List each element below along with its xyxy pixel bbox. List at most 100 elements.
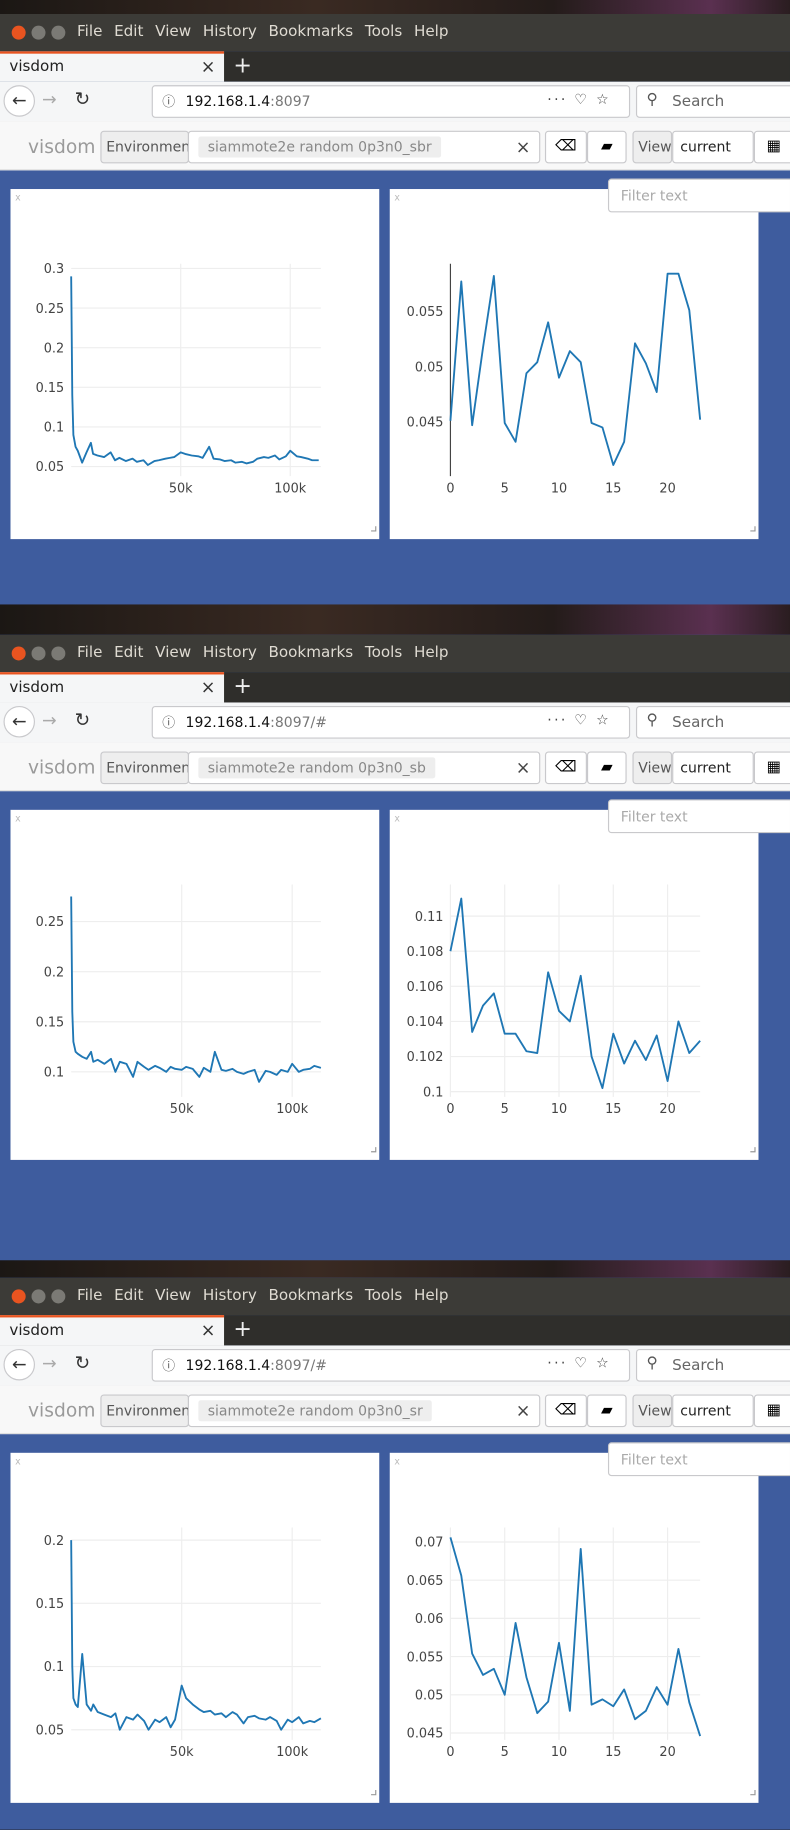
plot: x 0.1 0.15 0.2 0.25 50k 100k (15, 814, 377, 1153)
reload-button[interactable]: ↻ (74, 708, 91, 731)
y-tick-label: 0.2 (44, 1534, 64, 1549)
open-button[interactable]: ▰ (586, 751, 627, 785)
menu-item[interactable]: Tools (364, 1287, 403, 1305)
menu-item[interactable]: Edit (114, 644, 144, 662)
filter-box[interactable]: Filter text (607, 1442, 790, 1477)
view-label: View (632, 751, 673, 785)
url-bar[interactable]: ⓘ 192.168.1.4:8097/# ··· ♡ ☆ (151, 705, 631, 739)
y-tick-label: 0.104 (407, 1015, 444, 1030)
window-button[interactable] (51, 646, 66, 661)
env-value: siammote2e random 0p3n0_sbr (198, 136, 441, 158)
forward-button[interactable]: → (42, 1352, 57, 1374)
search-icon: ⚲ (646, 91, 658, 109)
back-button[interactable]: ← (3, 1348, 36, 1381)
x-tick-label: 15 (605, 481, 621, 496)
brand: visdom (28, 1399, 96, 1422)
clear-button[interactable]: ⌫ (544, 1394, 587, 1428)
back-button[interactable]: ← (3, 85, 36, 117)
search-box[interactable]: ⚲ Search (635, 1348, 790, 1382)
tab[interactable]: visdom × (0, 672, 225, 703)
menu-bar: File Edit View History Bookmarks Tools Help (77, 644, 449, 662)
chart-pane: x 0.1 0.15 0.2 0.25 50k 100k (10, 809, 380, 1160)
url-rest: :8097 (270, 93, 311, 110)
menu-item[interactable]: Help (413, 23, 449, 41)
window-button[interactable] (51, 1289, 66, 1304)
x-tick-label: 20 (659, 481, 675, 496)
tab[interactable]: visdom × (0, 1315, 225, 1346)
open-button[interactable]: ▰ (586, 130, 627, 164)
menu-item[interactable]: View (155, 644, 192, 662)
new-tab[interactable]: + (233, 673, 252, 699)
y-tick-label: 0.065 (407, 1574, 444, 1589)
view-label: View (632, 1394, 673, 1428)
reload-button[interactable]: ↻ (74, 87, 91, 110)
env-clear[interactable]: × (515, 136, 531, 158)
url-bar[interactable]: ⓘ 192.168.1.4:8097 ··· ♡ ☆ (151, 85, 631, 118)
menu-item[interactable]: View (155, 1287, 192, 1305)
menu-item[interactable]: History (202, 23, 257, 41)
tab-close[interactable]: × (200, 676, 216, 698)
window-button[interactable] (11, 1289, 26, 1304)
filter-box[interactable]: Filter text (607, 799, 790, 834)
menu-item[interactable]: File (77, 1287, 103, 1305)
new-tab[interactable]: + (233, 1316, 252, 1342)
clear-button[interactable]: ⌫ (544, 130, 587, 164)
layout-button[interactable]: ▦ (753, 1394, 790, 1428)
reload-button[interactable]: ↻ (74, 1351, 91, 1374)
view-select[interactable]: current (672, 751, 754, 785)
forward-button[interactable]: → (42, 88, 57, 110)
y-tick-label: 0.11 (415, 910, 444, 925)
menu-item[interactable]: File (77, 23, 103, 41)
filter-box[interactable]: Filter text (607, 178, 790, 213)
env-label: Environment (100, 751, 196, 785)
clear-button[interactable]: ⌫ (544, 751, 587, 785)
env-select[interactable]: siammote2e random 0p3n0_sb × (187, 751, 541, 785)
env-select[interactable]: siammote2e random 0p3n0_sr × (187, 1394, 541, 1428)
view-select[interactable]: current (672, 130, 754, 164)
data-line (70, 896, 322, 1083)
menu-item[interactable]: Edit (114, 23, 144, 41)
menu-item[interactable]: Help (413, 1287, 449, 1305)
open-button[interactable]: ▰ (586, 1394, 627, 1428)
back-button[interactable]: ← (3, 705, 36, 738)
menu-item[interactable]: Bookmarks (268, 644, 354, 662)
y-tick-label: 0.25 (36, 915, 65, 930)
y-tick-label: 0.07 (415, 1536, 444, 1551)
env-clear[interactable]: × (515, 1400, 531, 1422)
menu-item[interactable]: Help (413, 644, 449, 662)
search-placeholder: Search (672, 1357, 725, 1375)
resize-handle (371, 1147, 377, 1153)
menu-item[interactable]: Bookmarks (268, 23, 354, 41)
menu-item[interactable]: View (155, 23, 192, 41)
window-button[interactable] (11, 25, 26, 40)
menu-item[interactable]: History (202, 1287, 257, 1305)
window-button[interactable] (31, 646, 46, 661)
menu-item[interactable]: History (202, 644, 257, 662)
search-box[interactable]: ⚲ Search (635, 85, 790, 118)
tab-close[interactable]: × (200, 56, 216, 78)
search-box[interactable]: ⚲ Search (635, 705, 790, 739)
window-button[interactable] (51, 25, 66, 40)
menu-item[interactable]: Tools (364, 23, 403, 41)
menu-item[interactable]: Edit (114, 1287, 144, 1305)
layout-button[interactable]: ▦ (753, 751, 790, 785)
tab-close[interactable]: × (200, 1319, 216, 1341)
forward-button[interactable]: → (42, 709, 57, 731)
window-button[interactable] (31, 25, 46, 40)
view-select[interactable]: current (672, 1394, 754, 1428)
chart-pane: x 0.05 0.1 0.15 0.2 50k 100k (10, 1452, 380, 1803)
browser-window: File Edit View History Bookmarks Tools Help vis… (0, 14, 790, 605)
window-button[interactable] (11, 646, 26, 661)
new-tab[interactable]: + (233, 52, 252, 79)
url-text: 192.168.1.4:8097/# (186, 714, 327, 730)
menu-item[interactable]: File (77, 644, 103, 662)
url-rest: :8097/# (270, 1357, 327, 1374)
menu-item[interactable]: Tools (364, 644, 403, 662)
window-button[interactable] (31, 1289, 46, 1304)
tab[interactable]: visdom × (0, 51, 225, 82)
layout-button[interactable]: ▦ (753, 130, 790, 164)
url-bar[interactable]: ⓘ 192.168.1.4:8097/# ··· ♡ ☆ (151, 1348, 631, 1382)
env-clear[interactable]: × (515, 757, 531, 779)
menu-item[interactable]: Bookmarks (268, 1287, 354, 1305)
env-select[interactable]: siammote2e random 0p3n0_sbr × (187, 130, 541, 164)
